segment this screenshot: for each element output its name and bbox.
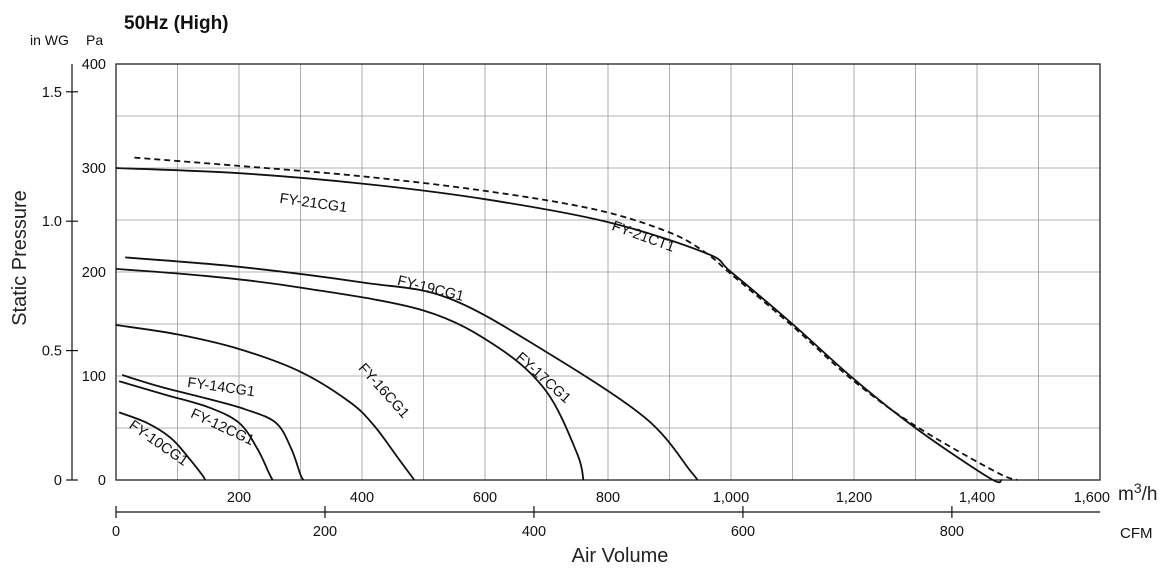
y-tick-label: 100: [82, 369, 106, 385]
plot-frame: [115, 63, 1101, 481]
curve-fy-12cg1: [118, 380, 274, 481]
cfm-tick-label: 200: [313, 524, 337, 540]
curve-fy-10cg1: [118, 411, 207, 481]
y-unit-secondary: in WG: [30, 32, 69, 48]
curve-fy-19cg1: [125, 256, 698, 481]
inwg-tick-label: 1.5: [42, 85, 62, 101]
x-tick-label: 1,400: [959, 490, 995, 506]
x-tick-label: 1,600: [1074, 490, 1110, 506]
grid: [116, 64, 1100, 480]
inwg-tick-label: 1.0: [42, 214, 62, 230]
y-unit-primary: Pa: [86, 32, 103, 48]
x-axis-title: Air Volume: [572, 545, 669, 567]
curve-label-fy-19cg1: FY-19CG1: [396, 273, 466, 305]
curve-label-fy-21ct1: FY-21CT1: [610, 218, 677, 255]
chart-title: 50Hz (High): [124, 13, 229, 34]
y-tick-label: 300: [82, 161, 106, 177]
x-tick-label: 800: [596, 490, 620, 506]
curve-label-fy-16cg1: FY-16CG1: [355, 360, 412, 421]
cfm-tick-label: 800: [940, 524, 964, 540]
curve-label-fy-21cg1: FY-21CG1: [279, 191, 349, 216]
y-axis-title: Static Pressure: [9, 190, 31, 326]
axes: 200 400 600 800 1,000 1,200 1,400 1,600 0 100 200 3…: [42, 57, 1110, 540]
curve-label-fy-10cg1: FY-10CG1: [126, 417, 191, 469]
x-tick-label: 1,200: [836, 490, 872, 506]
y-tick-label: 0: [98, 473, 106, 489]
curves: [115, 156, 1018, 484]
cfm-tick-label: 0: [112, 524, 120, 540]
x-unit-secondary: CFM: [1120, 525, 1153, 542]
cfm-tick-label: 600: [731, 524, 755, 540]
inwg-tick-label: 0.5: [42, 344, 62, 360]
curve-fy-21ct1: [134, 156, 1018, 481]
x-tick-label: 1,000: [713, 490, 749, 506]
x-tick-label: 200: [227, 490, 251, 506]
curve-fy-14cg1: [121, 374, 305, 481]
curve-fy-16cg1: [115, 324, 416, 481]
curve-label-fy-17cg1: FY-17CG1: [512, 350, 573, 407]
y-tick-label: 200: [82, 265, 106, 281]
inwg-tick-label: 0: [54, 473, 62, 489]
curve-fy-17cg1: [115, 268, 585, 481]
x-tick-label: 600: [473, 490, 497, 506]
cfm-tick-label: 400: [522, 524, 546, 540]
x-tick-label: 400: [350, 490, 374, 506]
y-tick-label: 400: [82, 57, 106, 73]
x-unit-primary: m3/h: [1118, 480, 1157, 505]
